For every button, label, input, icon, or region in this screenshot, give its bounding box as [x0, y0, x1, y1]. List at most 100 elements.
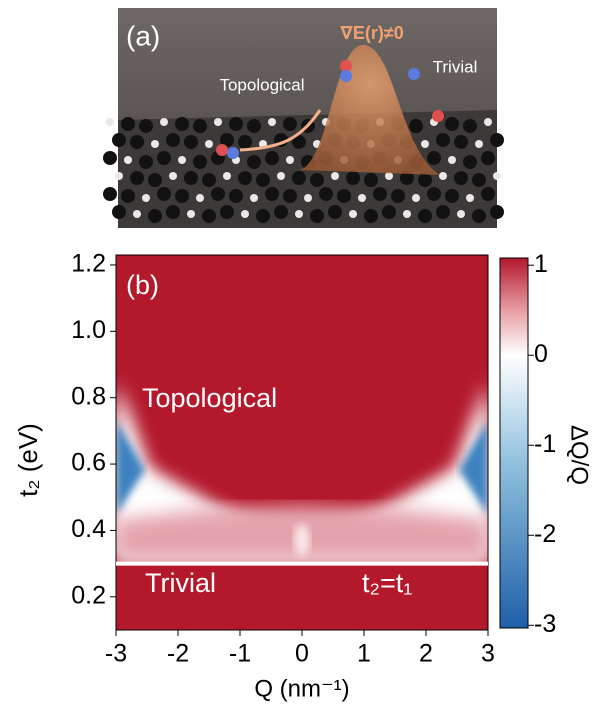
- molecule: [432, 110, 444, 122]
- atom: [160, 118, 168, 126]
- atom: [382, 205, 396, 219]
- atom: [427, 187, 441, 201]
- y-tick-label: 0.4: [71, 515, 106, 543]
- atom: [445, 189, 459, 203]
- atom: [112, 205, 126, 219]
- y-tick-label: 1.2: [71, 250, 106, 278]
- annotation: Topological: [142, 383, 277, 413]
- atom: [304, 194, 312, 202]
- atom: [475, 140, 483, 148]
- atom: [472, 173, 486, 187]
- atom: [292, 171, 306, 185]
- atom: [445, 117, 459, 131]
- molecule: [408, 68, 420, 80]
- atom: [193, 119, 207, 133]
- atom: [175, 189, 189, 203]
- panel-label: (a): [126, 20, 160, 51]
- atom: [130, 135, 144, 149]
- panel-a: (a) ∇E(r)≠0 Topological Trivial: [103, 8, 504, 228]
- atom: [484, 118, 492, 126]
- atom: [238, 135, 252, 149]
- y-axis-label: t₂ (eV): [13, 423, 43, 497]
- y-tick-label: 0.2: [71, 581, 106, 609]
- atom: [130, 171, 144, 185]
- atom: [220, 205, 234, 219]
- x-tick-label: 2: [419, 640, 433, 668]
- atom: [157, 151, 171, 165]
- atom: [247, 119, 261, 133]
- atom: [178, 156, 186, 164]
- atom: [193, 155, 207, 169]
- atom: [331, 172, 339, 180]
- atom: [268, 118, 276, 126]
- molecule: [216, 144, 228, 156]
- atom: [151, 140, 159, 148]
- atom: [349, 210, 357, 218]
- atom: [490, 133, 504, 147]
- atom: [139, 119, 153, 133]
- annotation: Trivial: [145, 568, 216, 598]
- x-axis-label: Q (nm⁻¹): [254, 675, 349, 702]
- panel-label: (b): [126, 270, 159, 300]
- atom: [454, 171, 468, 185]
- colorbar-tick-label: 1: [534, 250, 548, 278]
- atom: [247, 155, 261, 169]
- colorbar: [500, 258, 528, 628]
- atom: [229, 189, 243, 203]
- x-tick-label: 3: [481, 640, 495, 668]
- atom: [310, 209, 324, 223]
- atom: [481, 187, 495, 201]
- atom: [103, 151, 117, 165]
- atom: [184, 135, 198, 149]
- atom: [133, 210, 141, 218]
- atom: [466, 194, 474, 202]
- atom: [223, 172, 231, 180]
- atom: [148, 173, 162, 187]
- atom: [418, 209, 432, 223]
- atom: [124, 156, 132, 164]
- atom: [490, 205, 504, 219]
- atom: [421, 140, 429, 148]
- atom: [211, 187, 225, 201]
- atom: [403, 210, 411, 218]
- atom: [481, 151, 495, 165]
- atom: [328, 205, 342, 219]
- atom: [418, 173, 432, 187]
- atom: [454, 135, 468, 149]
- atom: [256, 209, 270, 223]
- atom: [106, 118, 114, 126]
- atom: [283, 189, 297, 203]
- atom: [364, 209, 378, 223]
- atom: [202, 209, 216, 223]
- annotation: t₂=t₁: [362, 568, 412, 598]
- atom: [202, 173, 216, 187]
- atom: [214, 118, 222, 126]
- atom: [166, 205, 180, 219]
- atom: [265, 187, 279, 201]
- atom: [157, 187, 171, 201]
- atom: [250, 194, 258, 202]
- atom: [166, 133, 180, 147]
- atom: [412, 194, 420, 202]
- colorbar-tick-label: -2: [534, 520, 556, 548]
- x-tick-label: -2: [167, 640, 189, 668]
- atom: [196, 194, 204, 202]
- annotation: Topological: [219, 75, 304, 94]
- atom: [337, 189, 351, 203]
- colorbar-tick-label: 0: [534, 340, 548, 368]
- atom: [148, 209, 162, 223]
- y-tick-label: 1.0: [71, 316, 106, 344]
- heatmap-field: [294, 524, 310, 556]
- atom: [346, 171, 360, 185]
- colorbar-tick-label: -1: [534, 430, 556, 458]
- atom: [391, 189, 405, 203]
- atom: [286, 156, 294, 164]
- atom: [472, 209, 486, 223]
- atom: [205, 140, 213, 148]
- atom: [319, 187, 333, 201]
- atom: [436, 205, 450, 219]
- atom: [409, 119, 423, 133]
- atom: [184, 171, 198, 185]
- atom: [457, 210, 465, 218]
- atom: [121, 117, 135, 131]
